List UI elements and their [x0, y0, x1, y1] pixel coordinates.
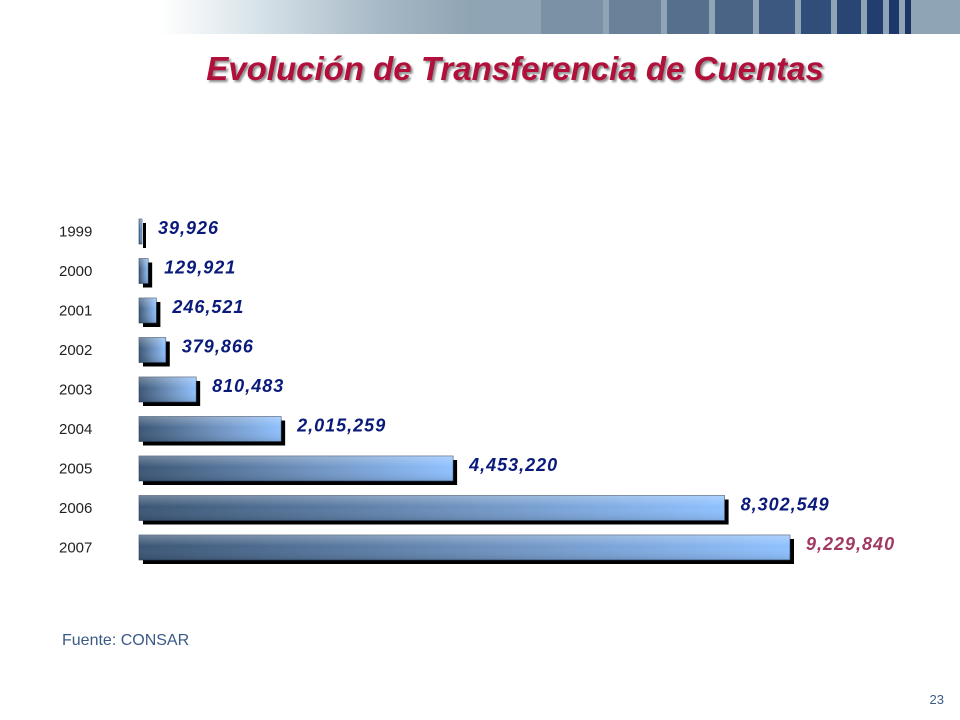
bar-highlight	[139, 535, 790, 560]
bar-highlight	[139, 337, 166, 363]
header-band-block	[837, 0, 861, 34]
header-decoration-band	[0, 0, 960, 34]
header-band-block	[905, 0, 911, 34]
value-label: 129,921	[164, 258, 236, 278]
page-number: 23	[929, 692, 944, 707]
year-label: 2007	[59, 540, 92, 557]
bar-group-1999: 1999 39,926	[59, 218, 219, 248]
bar-group-2000: 2000 129,921	[59, 258, 236, 288]
slide-title: Evolución de Transferencia de Cuentas	[206, 50, 824, 87]
bar-group-2004: 2004 2,015,259	[59, 416, 386, 446]
bar-highlight	[139, 416, 282, 442]
bar-highlight	[139, 456, 454, 481]
bar-highlight	[139, 219, 142, 244]
value-label: 4,453,220	[468, 455, 558, 475]
bar-highlight	[139, 258, 149, 284]
year-label: 2006	[59, 500, 92, 517]
header-band-block	[867, 0, 883, 34]
year-label: 1999	[59, 224, 92, 241]
year-label: 2003	[59, 382, 92, 399]
header-band-block	[715, 0, 753, 34]
year-label: 2004	[59, 421, 92, 438]
bar-group-2005: 2005 4,453,220	[59, 455, 558, 485]
year-label: 2000	[59, 263, 92, 280]
source-note: Fuente: CONSAR	[62, 632, 190, 649]
value-label: 2,015,259	[296, 416, 386, 436]
header-band-block	[609, 0, 661, 34]
bar-group-2006: 2006 8,302,549	[59, 495, 830, 525]
header-band-block	[889, 0, 899, 34]
header-band-block	[541, 0, 603, 34]
header-band-block	[667, 0, 709, 34]
value-label: 8,302,549	[741, 495, 830, 515]
bar-group-2002: 2002 379,866	[59, 337, 254, 367]
bar-highlight	[139, 495, 725, 521]
header-band-block	[759, 0, 795, 34]
value-label: 39,926	[158, 218, 219, 238]
bar-group-2003: 2003 810,483	[59, 376, 284, 406]
value-label: 9,229,840	[806, 534, 895, 554]
bar-highlight	[139, 377, 197, 402]
bar-group-2007: 2007 9,229,840	[59, 534, 895, 564]
year-label: 2001	[59, 303, 92, 320]
value-label: 810,483	[212, 376, 284, 396]
bar-group-2001: 2001 246,521	[59, 297, 244, 327]
value-label: 379,866	[182, 337, 254, 357]
bar-highlight	[139, 298, 157, 323]
year-label: 2005	[59, 461, 92, 478]
year-label: 2002	[59, 342, 92, 359]
header-band-block	[801, 0, 831, 34]
value-label: 246,521	[171, 297, 244, 317]
bar-shadow	[143, 223, 146, 248]
header-band-block	[475, 0, 535, 34]
